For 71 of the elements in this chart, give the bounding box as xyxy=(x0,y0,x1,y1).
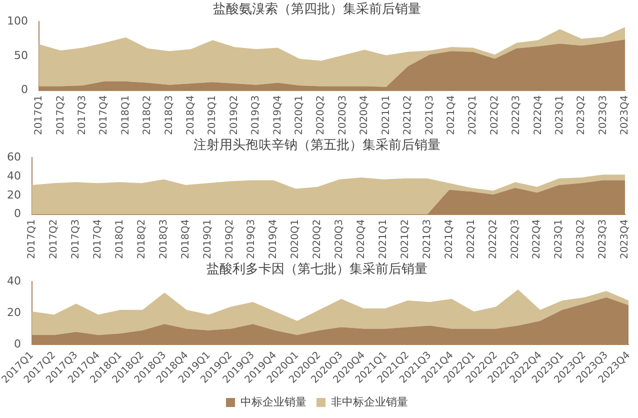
x-tick-label: 2022Q2 xyxy=(489,95,500,136)
x-tick-label: 2018Q4 xyxy=(186,95,197,136)
x-tick-label: 2020Q2 xyxy=(316,95,327,136)
y-tick-label: 40 xyxy=(6,274,21,288)
x-tick-label: 2019Q2 xyxy=(224,219,236,260)
x-tick-label: 2017Q2 xyxy=(55,95,66,136)
x-tick-label: 2017Q2 xyxy=(48,219,60,260)
x-tick-label: 2019Q3 xyxy=(250,95,262,136)
x-tick-label: 2023Q2 xyxy=(576,219,587,260)
y-tick-label: 0 xyxy=(14,207,21,220)
x-tick-label: 2023Q2 xyxy=(576,95,588,136)
x-tick-label: 2020Q1 xyxy=(290,219,302,260)
x-tick-label: 2022Q1 xyxy=(466,219,477,260)
y-tick-label: 0 xyxy=(14,337,21,350)
x-tick-label: 2022Q4 xyxy=(532,95,544,136)
x-tick-label: 2018Q1 xyxy=(114,219,126,260)
x-tick-label: 2021Q2 xyxy=(400,219,411,260)
x-tick-label: 2023Q4 xyxy=(620,219,631,260)
y-tick-label: 60 xyxy=(6,150,21,164)
x-tick-label: 2021Q3 xyxy=(422,219,433,260)
x-tick-label: 2022Q1 xyxy=(468,95,479,136)
y-tick-label: 20 xyxy=(6,188,21,202)
x-tick-label: 2017Q3 xyxy=(70,219,82,260)
x-tick-label: 2019Q4 xyxy=(272,95,284,136)
y-tick-label: 40 xyxy=(6,169,21,182)
chart-title: 盐酸氨溴索（第四批）集采前后销量 xyxy=(213,2,421,18)
x-tick-label: 2022Q4 xyxy=(532,219,543,260)
x-tick-label: 2023Q1 xyxy=(554,219,565,260)
x-tick-label: 2017Q1 xyxy=(26,219,38,260)
chart-title: 盐酸利多卡因（第七批）集采前后销量 xyxy=(206,262,428,278)
x-tick-label: 2018Q2 xyxy=(142,95,154,136)
x-tick-label: 2018Q2 xyxy=(136,219,148,260)
x-tick-label: 2022Q3 xyxy=(511,95,522,136)
x-tick-label: 2019Q3 xyxy=(246,219,258,260)
x-tick-label: 2020Q1 xyxy=(294,95,306,136)
x-tick-label: 2023Q4 xyxy=(620,95,631,136)
x-tick-label: 2021Q1 xyxy=(380,95,392,136)
chart-title: 注射用头孢呋辛钠（第五批）集采前后销量 xyxy=(194,138,440,154)
x-tick-label: 2021Q4 xyxy=(444,219,455,260)
x-tick-label: 2021Q2 xyxy=(402,95,414,136)
y-tick-label: 0 xyxy=(20,83,28,96)
x-tick-label: 2021Q4 xyxy=(446,95,457,136)
x-tick-label: 2017Q4 xyxy=(92,219,104,260)
x-tick-label: 2017Q1 xyxy=(34,95,45,136)
x-tick-label: 2023Q1 xyxy=(554,95,566,136)
x-tick-label: 2018Q1 xyxy=(120,95,132,136)
x-tick-label: 2018Q3 xyxy=(164,95,175,136)
x-tick-label: 2017Q4 xyxy=(98,95,110,136)
x-tick-label: 2019Q1 xyxy=(202,219,214,260)
x-tick-label: 2020Q4 xyxy=(356,219,368,260)
x-tick-label: 2019Q4 xyxy=(268,219,280,260)
x-tick-label: 2019Q1 xyxy=(207,95,218,136)
x-tick-label: 2018Q3 xyxy=(158,219,170,260)
x-tick-label: 2023Q3 xyxy=(598,219,609,260)
y-tick-label: 20 xyxy=(6,306,21,319)
x-tick-label: 2019Q2 xyxy=(228,95,240,136)
x-tick-label: 2020Q2 xyxy=(312,219,324,260)
x-tick-label: 2017Q3 xyxy=(76,95,88,136)
x-tick-label: 2021Q1 xyxy=(378,219,389,260)
y-tick-label: 100 xyxy=(6,14,28,28)
y-tick-label: 50 xyxy=(14,48,28,62)
legend-label: 中标企业销量 xyxy=(240,395,306,408)
x-tick-label: 2020Q4 xyxy=(359,95,370,136)
x-tick-label: 2023Q3 xyxy=(598,95,609,136)
x-tick-label: 2018Q4 xyxy=(180,219,192,260)
x-tick-label: 2020Q3 xyxy=(334,219,346,260)
x-tick-label: 2020Q3 xyxy=(337,95,348,136)
x-tick-label: 2022Q2 xyxy=(488,219,499,260)
legend-label: 非中标企业销量 xyxy=(331,395,408,408)
x-tick-label: 2022Q3 xyxy=(510,219,521,260)
x-tick-label: 2021Q3 xyxy=(424,95,436,136)
